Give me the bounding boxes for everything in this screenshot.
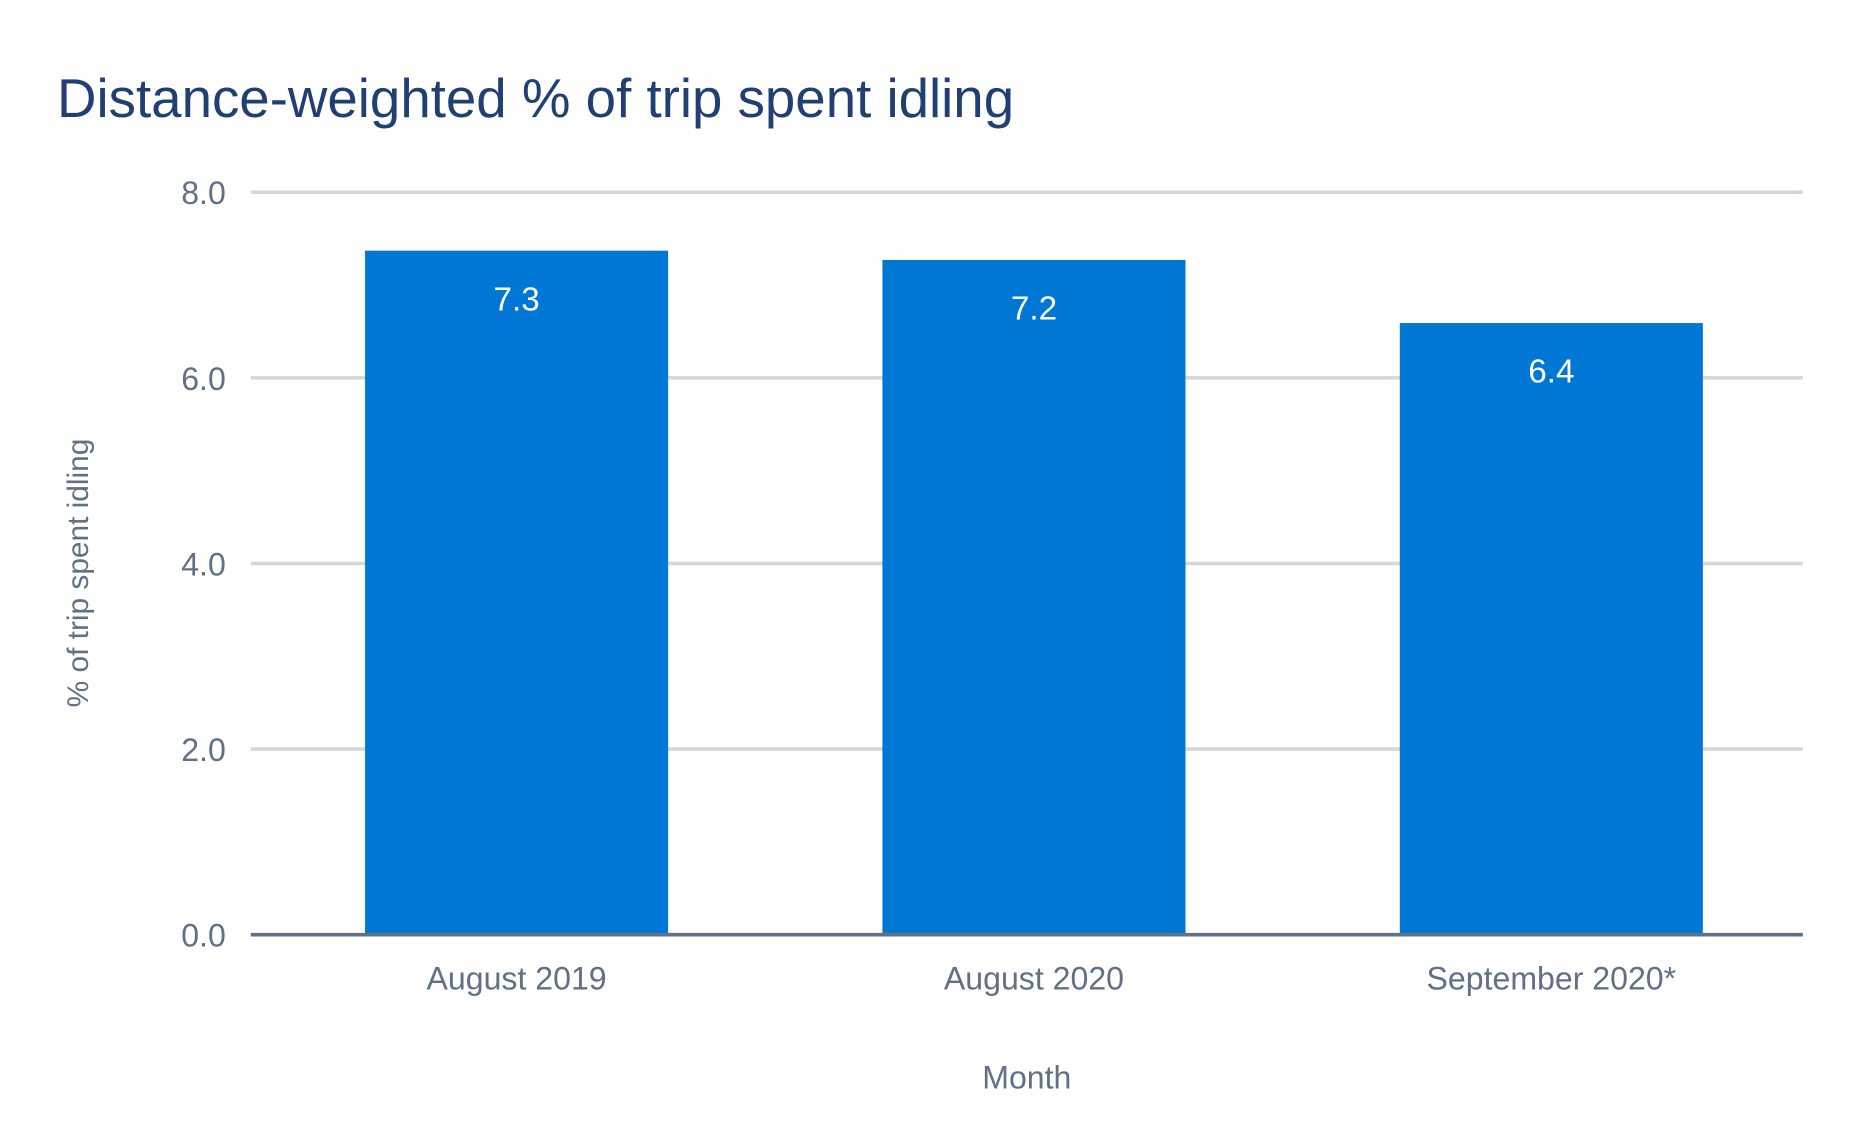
x-tick-label: August 2020 bbox=[944, 961, 1124, 997]
bar bbox=[365, 250, 669, 935]
data-label: 6.4 bbox=[1528, 354, 1574, 391]
y-tick-label: 8.0 bbox=[181, 175, 226, 211]
y-tick-label: 2.0 bbox=[181, 732, 226, 768]
data-label: 7.2 bbox=[1011, 291, 1057, 328]
chart-title: Distance-weighted % of trip spent idling bbox=[57, 67, 1014, 129]
bar bbox=[882, 259, 1186, 935]
bar bbox=[1399, 323, 1703, 935]
x-tick-label: August 2019 bbox=[427, 961, 607, 997]
x-axis-label: Month bbox=[982, 1060, 1071, 1096]
x-tick-label: September 2020* bbox=[1427, 961, 1677, 997]
y-axis-label: % of trip spent idling bbox=[62, 439, 95, 708]
y-axis-ticks: 0.0 2.0 4.0 6.0 8.0 bbox=[181, 175, 226, 954]
y-tick-label: 0.0 bbox=[181, 918, 226, 954]
bars: 7.3 7.2 6.4 bbox=[365, 250, 1703, 935]
x-axis-ticks: August 2019 August 2020 September 2020* bbox=[427, 961, 1677, 997]
y-tick-label: 4.0 bbox=[181, 546, 226, 582]
y-tick-label: 6.0 bbox=[181, 361, 226, 397]
data-label: 7.3 bbox=[493, 281, 539, 318]
